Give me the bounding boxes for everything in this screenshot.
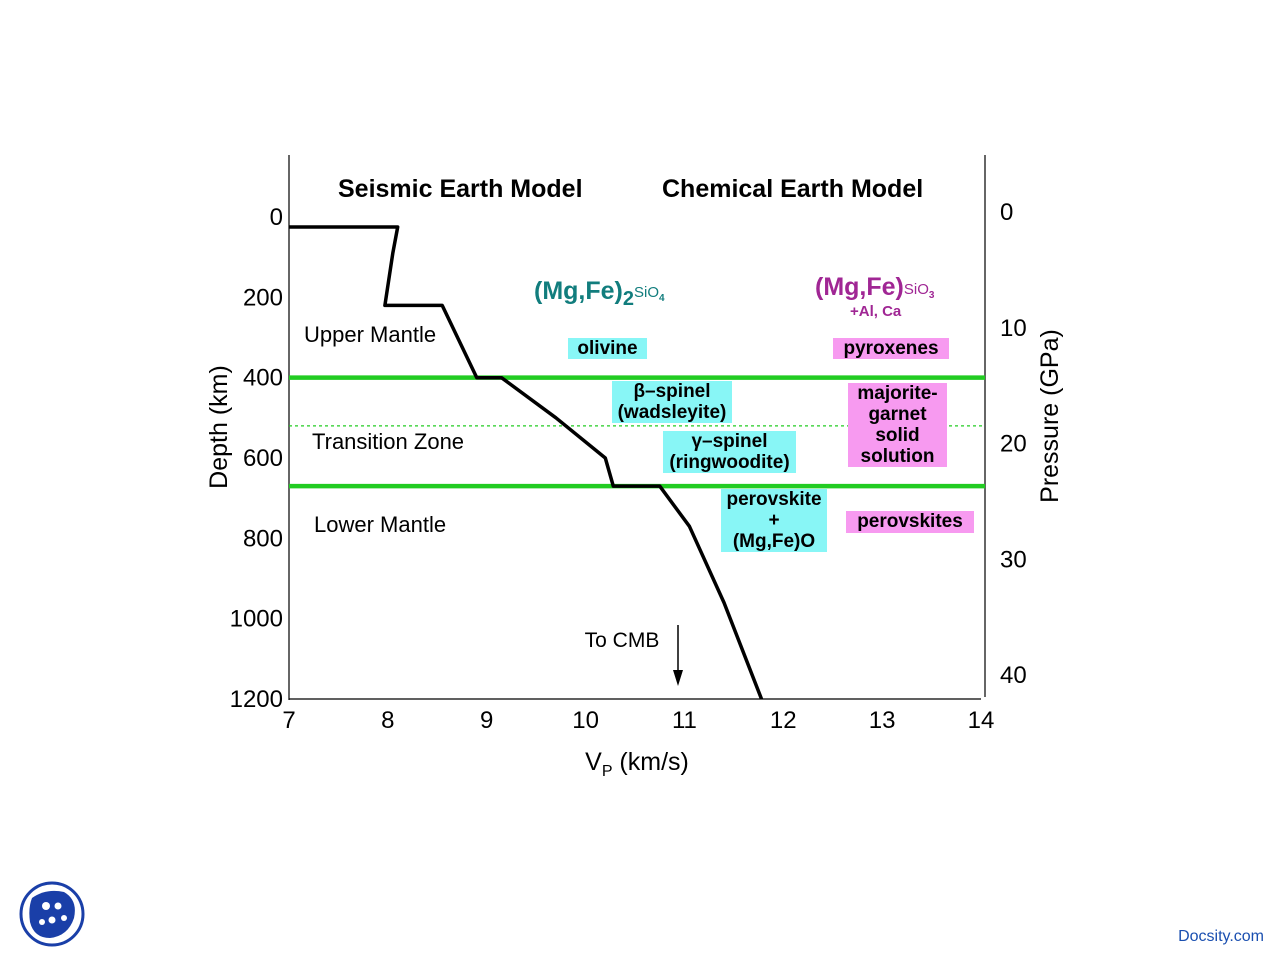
pressure-axis-label: Pressure (GPa) [1036, 329, 1064, 503]
x-tick-11: 11 [672, 707, 697, 734]
depth-axis-label: Depth (km) [205, 365, 233, 489]
depth-tick-800: 800 [243, 525, 283, 552]
gamma-spinel-line1: γ–spinel [691, 431, 768, 452]
perovskite-line1: perovskite [726, 489, 822, 510]
mineral-gamma-spinel: γ–spinel (ringwoodite) [663, 431, 796, 473]
beta-spinel-line1: β–spinel [633, 381, 711, 402]
x-tick-8: 8 [381, 707, 394, 734]
x-tick-12: 12 [770, 707, 797, 734]
depth-tick-0: 0 [270, 204, 283, 231]
majorite-line3: solid [875, 425, 920, 446]
pyroxene-formula-rest: SiO [903, 281, 929, 298]
x-tick-7: 7 [282, 707, 295, 734]
mineral-perovskite-mgfeo: perovskite + (Mg,Fe)O [721, 489, 827, 552]
pressure-tick-20: 20 [1000, 431, 1027, 458]
olivine-formula-sub: 2 [622, 288, 634, 310]
olivine-formula-main: (Mg,Fe) [534, 277, 623, 305]
pyroxene-formula-extra: +Al, Ca [850, 303, 902, 320]
x-axis-label: VP (km/s) [585, 748, 689, 780]
olivine-formula-rest-sub: 4 [659, 293, 665, 304]
mineral-majorite-garnet: majorite- garnet solid solution [848, 383, 947, 467]
x-axis-label-sub: P [602, 763, 613, 780]
depth-tick-labels: 0 200 400 600 800 1000 1200 [230, 204, 283, 713]
perovskite-line2: + [768, 510, 780, 531]
majorite-line2: garnet [868, 404, 927, 425]
x-tick-14: 14 [968, 707, 995, 734]
zone-upper-mantle: Upper Mantle [304, 322, 437, 347]
x-tick-10: 10 [572, 707, 599, 734]
x-axis-label-unit: (km/s) [612, 748, 688, 776]
chemical-model-title: Chemical Earth Model [662, 175, 924, 203]
pressure-tick-10: 10 [1000, 315, 1027, 342]
to-cmb-label: To CMB [585, 629, 660, 652]
depth-tick-200: 200 [243, 284, 283, 311]
pressure-tick-40: 40 [1000, 662, 1027, 689]
x-tick-13: 13 [869, 707, 896, 734]
olivine-formula: (Mg,Fe)2SiO4 [534, 277, 665, 310]
mineral-perovskites: perovskites [846, 511, 974, 533]
majorite-line1: majorite- [857, 383, 938, 404]
pyroxene-formula: (Mg,Fe)SiO3 [815, 273, 934, 302]
zone-transition: Transition Zone [312, 429, 465, 454]
seismic-model-title: Seismic Earth Model [338, 175, 583, 203]
to-cmb-arrow-icon [673, 670, 683, 686]
pyroxene-formula-main: (Mg,Fe) [815, 273, 904, 301]
docsity-logo-icon [19, 881, 85, 947]
majorite-line4: solution [860, 446, 935, 467]
pressure-tick-0: 0 [1000, 199, 1013, 226]
vp-velocity-line [289, 225, 764, 700]
beta-spinel-line2: (wadsleyite) [617, 402, 727, 423]
depth-tick-600: 600 [243, 445, 283, 472]
olivine-formula-rest: SiO [634, 284, 660, 301]
pressure-tick-30: 30 [1000, 546, 1027, 573]
perovskite-line3: (Mg,Fe)O [732, 531, 816, 552]
depth-tick-400: 400 [243, 365, 283, 392]
mineral-olivine: olivine [568, 338, 647, 359]
depth-tick-1000: 1000 [230, 606, 283, 633]
pressure-tick-labels: 0 10 20 30 40 [1000, 199, 1027, 689]
docsity-brand-link[interactable]: Docsity.com [1178, 928, 1264, 945]
zone-lower-mantle: Lower Mantle [314, 512, 447, 537]
x-axis-label-main: V [585, 748, 602, 776]
x-tick-labels: 7 8 9 10 11 12 13 14 [282, 707, 994, 734]
x-tick-9: 9 [480, 707, 493, 734]
depth-tick-1200: 1200 [230, 686, 283, 713]
mineral-pyroxenes: pyroxenes [833, 338, 949, 359]
gamma-spinel-line2: (ringwoodite) [669, 452, 790, 473]
mineral-beta-spinel: β–spinel (wadsleyite) [612, 381, 732, 423]
pyroxene-formula-rest-sub: 3 [928, 290, 935, 301]
